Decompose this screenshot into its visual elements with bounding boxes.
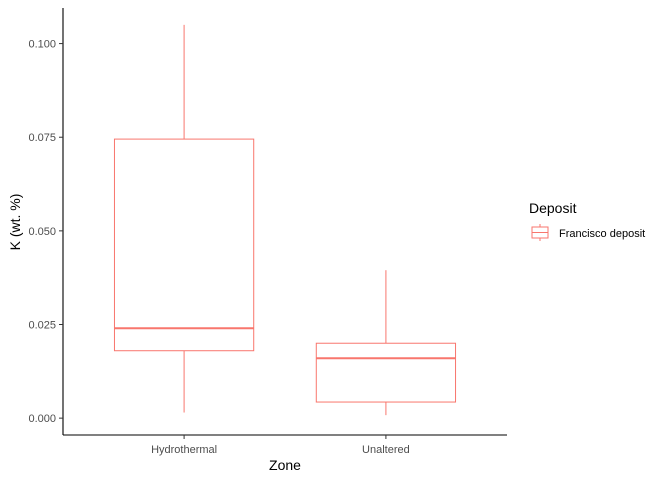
- plot-area: [113, 24, 457, 416]
- y-tick-label: 0.050: [28, 226, 56, 238]
- x-tick-label: Unaltered: [362, 444, 410, 456]
- axes: [62, 8, 507, 436]
- iqr-box: [113, 138, 255, 352]
- y-tick-label: 0.000: [28, 413, 56, 425]
- y-tick-label: 0.075: [28, 132, 56, 144]
- y-tick-label: 0.100: [28, 39, 56, 51]
- x-tick-label: Hydrothermal: [151, 444, 217, 456]
- y-tick-label: 0.025: [28, 320, 56, 332]
- legend-title: Deposit: [529, 200, 577, 216]
- y-axis-title: K (wt. %): [7, 194, 23, 251]
- legend-key-icon: [531, 224, 549, 241]
- box-unaltered: [315, 270, 457, 416]
- legend-label: Francisco deposit: [559, 228, 645, 240]
- iqr-box: [315, 342, 457, 403]
- tick-labels: 0.000 0.025 0.050 0.075 0.100 Hydrothermal Una…: [28, 39, 409, 456]
- x-axis-title: Zone: [269, 457, 301, 473]
- box-hydrothermal: [113, 24, 255, 413]
- legend: Deposit Francisco deposit: [529, 200, 645, 241]
